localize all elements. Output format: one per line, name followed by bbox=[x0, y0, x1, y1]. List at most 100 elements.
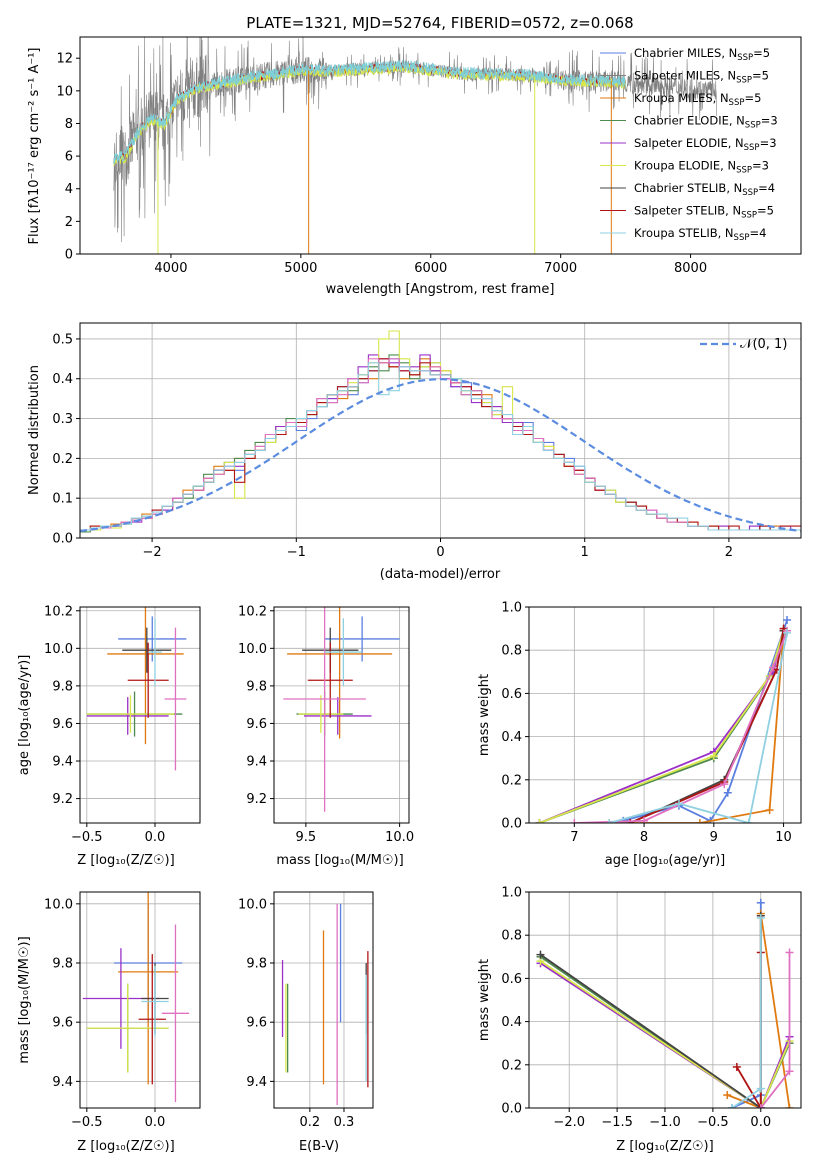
legend-label-value: =5 bbox=[744, 91, 761, 105]
massweight-series bbox=[736, 952, 762, 1108]
y-tick-label: 0.6 bbox=[501, 687, 522, 702]
x-tick-label: 0.3 bbox=[334, 1115, 355, 1130]
y-tick-label: 0.0 bbox=[501, 817, 522, 832]
y-tick-label: 9.6 bbox=[246, 717, 267, 732]
legend-label-sub: SSP bbox=[744, 143, 760, 153]
y-tick-label: 10.0 bbox=[238, 642, 267, 657]
x-tick-label: −1.5 bbox=[601, 1115, 633, 1130]
y-tick-label: 0.4 bbox=[501, 730, 522, 745]
x-tick-label: 7000 bbox=[544, 261, 577, 276]
y-tick-label: 9.8 bbox=[246, 957, 267, 972]
legend-label-text: Salpeter MILES, N bbox=[634, 69, 736, 83]
massweight-series bbox=[609, 630, 785, 823]
x-tick-label: 0.0 bbox=[145, 1115, 166, 1130]
y-tick-label: 9.6 bbox=[52, 717, 73, 732]
residual-xlabel: (data-model)/error bbox=[380, 567, 501, 582]
legend-label-value: =5 bbox=[757, 204, 774, 218]
legend-label-value: =3 bbox=[760, 136, 777, 150]
axes-frame bbox=[273, 891, 374, 1109]
legend-label-sub: SSP bbox=[741, 211, 757, 221]
y-tick-label: 8 bbox=[65, 117, 73, 132]
plot-area bbox=[113, 37, 717, 254]
mass-vs-z-panel: −0.5 0.0 9.4 9.6 9.8 10.0 Z [log₁₀(Z/Z☉)] mas… bbox=[17, 891, 201, 1154]
plot-area bbox=[281, 903, 369, 1106]
axes-frame bbox=[273, 606, 410, 824]
massweight-series bbox=[726, 913, 791, 1108]
x-tick-label: −2.0 bbox=[553, 1115, 585, 1130]
y-tick-label: 0.1 bbox=[52, 492, 73, 507]
x-tick-label: 2 bbox=[725, 545, 733, 560]
massweight-vs-age-panel: 7 8 9 10 0.0 0.2 0.4 0.6 0.8 1.0 age [log₁₀(age/y… bbox=[477, 601, 802, 868]
y-tick-label: 0.0 bbox=[52, 532, 73, 547]
y-tick-label: 9.4 bbox=[246, 755, 267, 770]
axes-frame bbox=[79, 606, 201, 824]
x-tick-label: 5000 bbox=[284, 261, 317, 276]
legend-label-text: Chabrier STELIB, N bbox=[634, 181, 742, 195]
y-tick-label: 1.0 bbox=[501, 601, 522, 616]
y-tick-label: 1.0 bbox=[501, 886, 522, 901]
y-tick-label: 12 bbox=[56, 52, 73, 67]
y-tick-label: 0.2 bbox=[501, 773, 522, 788]
plot-area bbox=[535, 615, 792, 823]
legend-label-value: =4 bbox=[758, 181, 775, 195]
legend-label-text: Kroupa STELIB, N bbox=[634, 226, 734, 240]
x-tick-label: −1.0 bbox=[649, 1115, 681, 1130]
y-tick-label: 9.2 bbox=[52, 792, 73, 807]
age-vs-z-ylabel: age [log₁₀(age/yr)] bbox=[17, 655, 32, 776]
spectrum-panel: PLATE=1321, MJD=52764, FIBERID=0572, z=0… bbox=[27, 14, 802, 297]
legend-label-value: =5 bbox=[753, 46, 770, 60]
age-vs-z-xlabel: Z [log₁₀(Z/Z☉)] bbox=[77, 853, 174, 868]
legend-label-value: =3 bbox=[752, 159, 769, 173]
y-tick-label: 10 bbox=[56, 84, 73, 99]
y-tick-label: 0.4 bbox=[501, 1015, 522, 1030]
y-tick-label: 0.8 bbox=[501, 929, 522, 944]
spectrum-title: PLATE=1321, MJD=52764, FIBERID=0572, z=0… bbox=[246, 14, 633, 32]
legend-label-text: Salpeter ELODIE, N bbox=[634, 136, 744, 150]
massweight-series bbox=[539, 630, 785, 823]
legend-label-text: Chabrier MILES, N bbox=[634, 46, 737, 60]
legend-label-value: =3 bbox=[761, 114, 778, 128]
axes-frame bbox=[79, 322, 802, 539]
normal-curve bbox=[80, 378, 801, 533]
y-tick-label: 9.4 bbox=[246, 1075, 267, 1090]
residual-ylabel: Normed distribution bbox=[27, 365, 42, 495]
massweight-vs-z-panel: −2.0 −1.5 −1.0 −0.5 0.0 0.0 0.2 0.4 0.6 0.8 1.0 Z … bbox=[477, 886, 802, 1154]
legend-label-text: Kroupa MILES, N bbox=[634, 91, 729, 105]
y-tick-label: 4 bbox=[65, 182, 73, 197]
x-tick-label: −2 bbox=[143, 545, 162, 560]
legend-label: Salpeter MILES, NSSP=5 bbox=[634, 69, 769, 86]
residual-panel: −2 −1 0 1 2 0.0 0.1 0.2 0.3 0.4 0.5 𝒩(0, 1) (data-m… bbox=[27, 322, 802, 582]
x-tick-label: −0.5 bbox=[71, 830, 103, 845]
axes-frame bbox=[79, 891, 201, 1109]
y-tick-label: 9.2 bbox=[246, 792, 267, 807]
mass-vs-ebv-panel: 0.2 0.3 9.4 9.6 9.8 10.0 E(B-V) bbox=[238, 891, 374, 1154]
legend-label-sub: SSP bbox=[736, 76, 752, 86]
x-tick-label: 8000 bbox=[674, 261, 707, 276]
y-tick-label: 0.3 bbox=[52, 412, 73, 427]
axes-frame bbox=[79, 36, 802, 255]
y-tick-label: 9.8 bbox=[246, 679, 267, 694]
axes-frame bbox=[528, 606, 802, 824]
y-tick-label: 0.5 bbox=[52, 332, 73, 347]
x-tick-label: 9 bbox=[710, 830, 718, 845]
x-tick-label: 10 bbox=[775, 830, 792, 845]
y-tick-label: 10.2 bbox=[44, 604, 73, 619]
legend-label: 𝒩(0, 1) bbox=[740, 337, 787, 352]
massweight-series bbox=[731, 902, 762, 1108]
legend-label-value: =4 bbox=[749, 226, 766, 240]
legend-label-sub: SSP bbox=[736, 166, 752, 176]
mass-vs-z-xlabel: Z [log₁₀(Z/Z☉)] bbox=[77, 1139, 174, 1154]
plot-area bbox=[283, 607, 400, 812]
y-tick-label: 6 bbox=[65, 150, 73, 165]
massweight-series bbox=[540, 960, 791, 1108]
x-tick-label: 1 bbox=[581, 545, 589, 560]
mass-vs-ebv-xlabel: E(B-V) bbox=[299, 1139, 339, 1154]
plot-area bbox=[536, 898, 794, 1108]
massweight-vs-z-xlabel: Z [log₁₀(Z/Z☉)] bbox=[616, 1139, 713, 1154]
x-tick-label: −0.5 bbox=[697, 1115, 729, 1130]
legend-label-text: Salpeter STELIB, N bbox=[634, 204, 741, 218]
massweight-series bbox=[608, 632, 788, 823]
mass-vs-z-ylabel: mass [log₁₀(M/M☉)] bbox=[17, 936, 32, 1063]
massweight-series bbox=[540, 962, 791, 1108]
legend-label: Salpeter STELIB, NSSP=5 bbox=[634, 204, 774, 221]
